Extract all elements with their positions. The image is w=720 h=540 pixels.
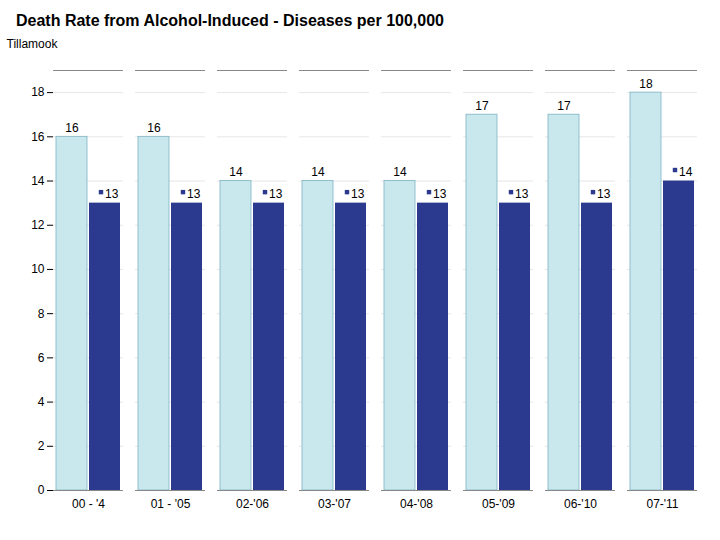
svg-text:02-'06: 02-'06 <box>236 497 269 511</box>
svg-text:14: 14 <box>311 165 325 179</box>
html-text:Death Rate from Alcohol-Induce: Death Rate from Alcohol-Induced - Diseas… <box>16 12 444 29</box>
svg-text:01 - '05: 01 - '05 <box>151 497 191 511</box>
svg-text:04-'08: 04-'08 <box>400 497 433 511</box>
svg-text:14: 14 <box>31 174 45 188</box>
svg-text:14: 14 <box>393 165 407 179</box>
svg-text:14: 14 <box>229 165 243 179</box>
svg-text:Tillamook: Tillamook <box>7 37 59 51</box>
svg-text:14: 14 <box>679 165 693 179</box>
svg-text:13: 13 <box>187 187 201 201</box>
svg-text:13: 13 <box>105 187 119 201</box>
svg-text:17: 17 <box>475 99 489 113</box>
svg-text:6: 6 <box>38 351 45 365</box>
svg-text:06-'10: 06-'10 <box>564 497 597 511</box>
svg-text:16: 16 <box>65 121 79 135</box>
svg-text:0: 0 <box>38 483 45 497</box>
svg-text:4: 4 <box>38 395 45 409</box>
svg-text:8: 8 <box>38 306 45 320</box>
svg-text:17: 17 <box>557 99 571 113</box>
svg-text:13: 13 <box>433 187 447 201</box>
svg-text:13: 13 <box>269 187 283 201</box>
svg-text:07-'11: 07-'11 <box>646 497 678 511</box>
svg-text:18: 18 <box>639 77 653 91</box>
svg-text:2: 2 <box>38 439 45 453</box>
svg-text:16: 16 <box>31 130 45 144</box>
svg-text:03-'07: 03-'07 <box>318 497 351 511</box>
svg-text:13: 13 <box>351 187 365 201</box>
svg-text:18: 18 <box>31 85 45 99</box>
svg-text:13: 13 <box>597 187 611 201</box>
svg-text:10: 10 <box>31 262 45 276</box>
svg-text:16: 16 <box>147 121 161 135</box>
svg-text:12: 12 <box>31 218 45 232</box>
svg-text:13: 13 <box>515 187 529 201</box>
svg-text:05-'09: 05-'09 <box>482 497 515 511</box>
svg-text:00 - '4: 00 - '4 <box>72 497 105 511</box>
